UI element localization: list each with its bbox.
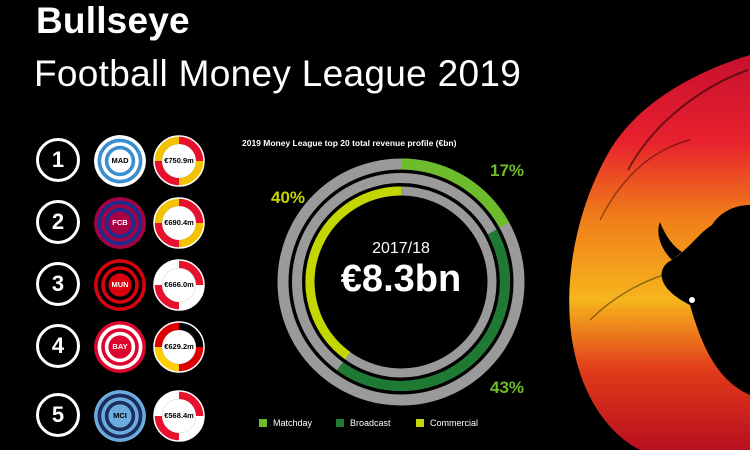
club-code: BAY	[112, 342, 128, 351]
club-badge: MCI	[94, 390, 146, 442]
rank-number: 4	[36, 324, 80, 368]
legend-swatch-broadcast	[336, 419, 344, 427]
ranking-row: 2 FCB €690.4m	[36, 197, 226, 250]
slice-matchday	[400, 158, 510, 228]
page-subtitle: Football Money League 2019	[34, 53, 522, 94]
revenue-badge: €568.4m	[153, 390, 205, 442]
rank-number: 5	[36, 393, 80, 437]
rank-number: 1	[36, 138, 80, 182]
revenue-badge: €629.2m	[153, 321, 205, 373]
revenue-value: €666.0m	[164, 280, 194, 289]
legend-broadcast: Broadcast	[336, 418, 391, 428]
club-badge: FCB	[94, 197, 146, 249]
legend-swatch-matchday	[259, 419, 267, 427]
ranking-row: 4 BAY €629.2m	[36, 321, 226, 374]
chart-title: 2019 Money League top 20 total revenue p…	[242, 138, 457, 148]
revenue-value: €750.9m	[164, 156, 194, 165]
legend-label-broadcast: Broadcast	[350, 418, 391, 428]
legend-label-matchday: Matchday	[273, 418, 313, 428]
pct-label-broadcast: 43%	[490, 378, 525, 397]
revenue-badge: €666.0m	[153, 259, 205, 311]
slice-broadcast	[336, 229, 510, 391]
center-total-value: €8.3bn	[340, 258, 462, 300]
ranking-row: 1 MAD €750.9m	[36, 135, 226, 188]
ranking-row: 3 MUN €666.0m	[36, 259, 226, 312]
revenue-value: €568.4m	[164, 411, 194, 420]
revenue-badge: €750.9m	[153, 135, 205, 187]
revenue-value: €690.4m	[164, 218, 194, 227]
rank-number: 2	[36, 200, 80, 244]
revenue-badge: €690.4m	[153, 197, 205, 249]
club-badge: BAY	[94, 321, 146, 373]
legend-label-commercial: Commercial	[430, 418, 479, 428]
ranking-row: 5 MCI €568.4m	[36, 390, 226, 443]
club-badge: MUN	[94, 259, 146, 311]
outer-grey-ring	[277, 158, 525, 406]
club-code: MCI	[113, 411, 127, 420]
pct-label-matchday: 17%	[490, 161, 525, 180]
legend-matchday: Matchday	[259, 418, 312, 428]
center-season-label: 2017/18	[372, 240, 430, 257]
legend-swatch-commercial	[416, 419, 424, 427]
revenue-value: €629.2m	[164, 342, 194, 351]
legend-commercial: Commercial	[416, 418, 478, 428]
club-code: MUN	[111, 280, 129, 289]
slice-commercial	[305, 186, 401, 360]
pct-label-commercial: 40%	[271, 188, 306, 207]
bull-silhouette	[661, 205, 750, 395]
club-code: MAD	[111, 156, 129, 165]
rank-number: 3	[36, 262, 80, 306]
club-code: FCB	[112, 218, 128, 227]
page-title: Bullseye	[36, 0, 190, 41]
club-badge: MAD	[94, 135, 146, 187]
